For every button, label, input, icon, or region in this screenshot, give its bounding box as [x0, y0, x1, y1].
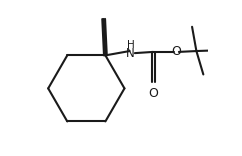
- Text: H: H: [127, 40, 134, 50]
- Text: O: O: [172, 45, 182, 58]
- Text: N: N: [126, 47, 135, 60]
- Text: O: O: [148, 87, 158, 100]
